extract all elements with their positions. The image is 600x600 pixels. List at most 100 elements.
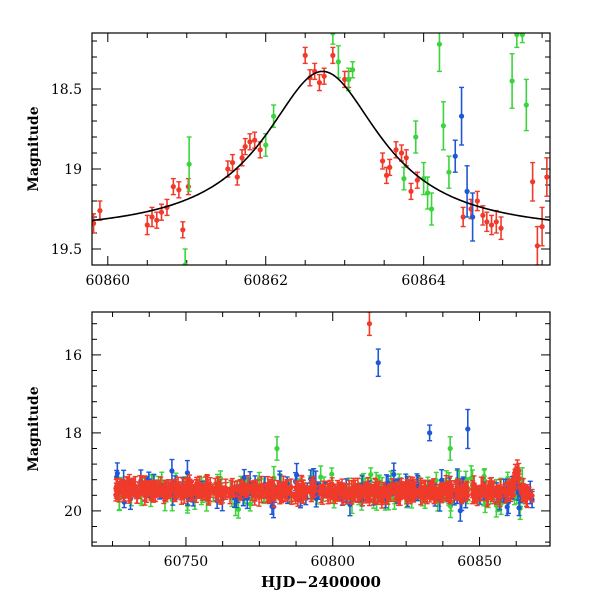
data-point (310, 484, 316, 490)
data-point (457, 508, 463, 514)
data-point (257, 147, 263, 153)
data-point (480, 212, 486, 218)
data-point (321, 73, 327, 79)
data-point (327, 493, 334, 499)
data-point (439, 477, 445, 483)
model-curve (92, 70, 550, 222)
data-point (128, 490, 134, 496)
data-point (523, 102, 529, 108)
data-point (396, 489, 402, 496)
data-point (234, 174, 240, 180)
data-point (418, 493, 424, 500)
data-point (239, 155, 245, 161)
data-point (501, 487, 507, 494)
data-point (452, 153, 458, 159)
data-point (498, 225, 504, 231)
data-point (167, 489, 173, 495)
data-point (149, 214, 155, 220)
data-point (154, 217, 160, 223)
data-point (329, 481, 335, 487)
data-point (125, 485, 131, 491)
data-point (426, 487, 433, 494)
data-point (330, 52, 336, 59)
y-tick-label: 18 (64, 426, 82, 442)
data-point (512, 476, 518, 482)
data-point (194, 481, 200, 487)
data-point (316, 80, 323, 86)
data-point (364, 490, 371, 496)
data-point (176, 187, 182, 193)
data-point (121, 492, 127, 498)
data-point (446, 488, 452, 494)
data-point (458, 486, 464, 492)
data-point (372, 485, 378, 491)
data-point (251, 489, 258, 495)
data-point (346, 486, 352, 492)
data-point (484, 219, 490, 225)
data-point (480, 483, 486, 489)
data-point (234, 486, 240, 492)
data-point (134, 493, 140, 500)
data-point (424, 494, 430, 500)
data-point (158, 209, 165, 215)
data-point (252, 137, 258, 143)
data-point (375, 491, 381, 497)
data-point (302, 52, 308, 59)
data-point (114, 470, 120, 476)
data-point (393, 147, 399, 153)
data-point (414, 177, 420, 183)
data-point (493, 219, 499, 225)
data-point (412, 487, 419, 493)
y-tick-label: 19.5 (51, 242, 82, 258)
data-point (186, 161, 192, 167)
data-point (323, 489, 329, 496)
data-layer (113, 312, 535, 522)
data-point (470, 214, 476, 220)
data-point (387, 490, 394, 496)
data-point (182, 262, 188, 265)
data-point (413, 134, 419, 140)
data-point (539, 224, 545, 230)
data-point (318, 490, 324, 497)
data-point (340, 492, 346, 498)
data-layer (92, 33, 550, 265)
data-point (460, 214, 466, 220)
data-point (229, 160, 236, 166)
data-point (355, 484, 361, 490)
data-point (484, 489, 490, 495)
data-point (496, 490, 502, 497)
data-point (263, 142, 269, 148)
data-point (149, 490, 155, 496)
y-tick-label: 20 (64, 504, 82, 520)
data-point (518, 487, 524, 493)
data-point (169, 468, 175, 474)
data-point (269, 488, 275, 495)
data-point (335, 59, 341, 65)
data-point (143, 490, 150, 496)
data-point (230, 488, 236, 495)
data-point (398, 150, 405, 156)
data-point (383, 172, 390, 178)
top-panel-frame (91, 32, 551, 266)
data-point (465, 426, 471, 432)
x-tick-label: 60800 (310, 554, 355, 570)
data-point (472, 492, 478, 498)
data-point (180, 227, 186, 233)
data-point (346, 76, 352, 82)
data-point (446, 169, 452, 175)
data-point (175, 483, 181, 489)
data-point (342, 76, 348, 82)
data-point (514, 33, 520, 38)
data-point (246, 486, 252, 492)
data-point (464, 188, 470, 194)
data-point (368, 472, 374, 478)
data-point (329, 471, 335, 477)
data-point (242, 144, 248, 150)
data-point (293, 486, 300, 493)
data-point (428, 206, 435, 212)
x-tick-label: 60862 (243, 273, 288, 289)
data-point (403, 155, 409, 161)
data-point (436, 41, 443, 47)
data-point (277, 488, 283, 494)
